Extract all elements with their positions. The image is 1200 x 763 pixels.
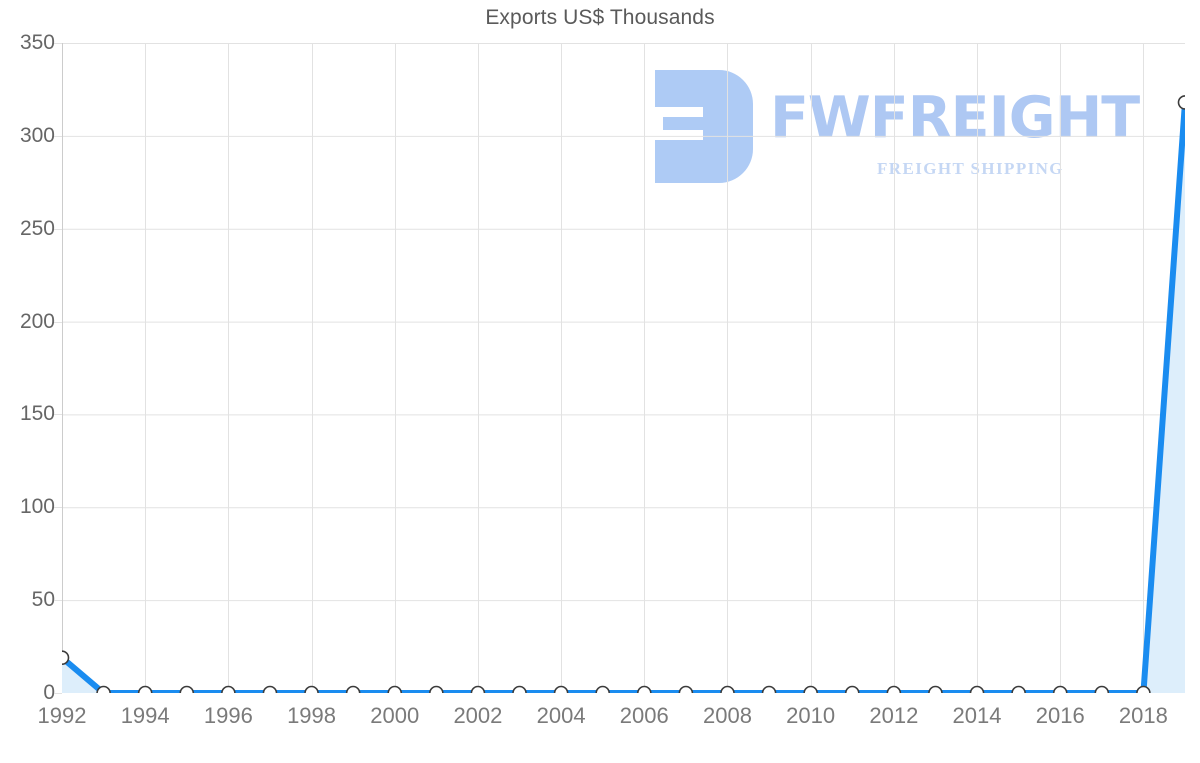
x-axis-tick-label: 2000 <box>370 703 420 728</box>
data-point-marker[interactable] <box>678 685 694 694</box>
y-axis-tick-mark <box>54 43 62 44</box>
data-point-marker[interactable] <box>96 685 111 694</box>
data-point-marker[interactable] <box>969 685 985 694</box>
grid-lines <box>62 43 1185 693</box>
series-markers <box>62 95 1186 694</box>
data-point-marker[interactable] <box>345 685 361 694</box>
data-point-marker[interactable] <box>137 685 153 694</box>
chart-title: Exports US$ Thousands <box>485 6 715 29</box>
x-axis-tick-label: 2012 <box>869 703 919 728</box>
y-axis-tick-label: 150 <box>19 402 55 426</box>
data-point-marker[interactable] <box>553 685 569 694</box>
x-axis-tick-label: 2014 <box>952 703 1002 728</box>
x-axis-tick-label: 2018 <box>1118 703 1168 728</box>
y-axis-tick-label: 300 <box>19 123 55 147</box>
data-point-marker[interactable] <box>429 685 444 694</box>
y-axis-tick-mark <box>54 321 62 323</box>
y-axis-tick-label: 200 <box>19 309 55 333</box>
y-axis-tick-mark <box>54 693 62 694</box>
x-axis-tick-label: 1992 <box>37 703 87 728</box>
data-point-marker[interactable] <box>886 685 902 694</box>
data-point-marker[interactable] <box>928 685 943 694</box>
y-axis-tick-label: 50 <box>31 588 55 612</box>
y-axis-tick-mark <box>54 507 62 509</box>
data-point-marker[interactable] <box>636 685 652 694</box>
data-point-marker[interactable] <box>1136 685 1151 694</box>
y-axis-tick-mark <box>54 135 62 137</box>
x-axis-tick-label: 2016 <box>1035 703 1085 728</box>
y-axis-tick-label: 250 <box>19 216 55 240</box>
x-axis-tick-label: 2006 <box>619 703 669 728</box>
data-point-marker[interactable] <box>761 685 777 694</box>
y-axis-tick-label: 0 <box>43 681 55 704</box>
data-point-marker[interactable] <box>720 685 735 694</box>
data-point-marker[interactable] <box>262 685 278 694</box>
y-axis-tick-mark <box>54 228 62 230</box>
data-point-marker[interactable] <box>62 650 70 666</box>
data-point-marker[interactable] <box>1011 685 1026 694</box>
series-line <box>62 99 1185 693</box>
x-axis-tick-label: 2004 <box>536 703 586 728</box>
y-axis-tick-label: 100 <box>19 495 55 519</box>
data-point-marker[interactable] <box>1094 685 1110 694</box>
x-axis-tick-label: 2002 <box>453 703 503 728</box>
data-point-marker[interactable] <box>1177 95 1186 110</box>
x-axis-tick-label: 2008 <box>702 703 752 728</box>
x-axis-tick-label: 1998 <box>287 703 337 728</box>
data-point-marker[interactable] <box>470 685 486 694</box>
data-point-marker[interactable] <box>803 685 818 694</box>
data-point-marker[interactable] <box>844 685 860 694</box>
data-point-marker[interactable] <box>387 685 403 694</box>
y-axis-tick-mark <box>54 414 62 416</box>
plot-area <box>62 43 1185 693</box>
x-axis-tick-label: 1996 <box>203 703 253 728</box>
line-chart-svg <box>62 43 1185 693</box>
x-axis-tick-label: 2010 <box>786 703 836 728</box>
data-point-marker[interactable] <box>1052 685 1068 694</box>
data-point-marker[interactable] <box>595 685 611 694</box>
y-axis-tick-label: 350 <box>19 31 55 54</box>
series-area-fill <box>62 102 1185 693</box>
y-axis-tick-mark <box>54 600 62 602</box>
data-point-marker[interactable] <box>179 685 195 694</box>
data-point-marker[interactable] <box>512 685 527 694</box>
data-point-marker[interactable] <box>304 685 319 694</box>
data-point-marker[interactable] <box>221 685 236 694</box>
x-axis-tick-label: 1994 <box>120 703 170 728</box>
